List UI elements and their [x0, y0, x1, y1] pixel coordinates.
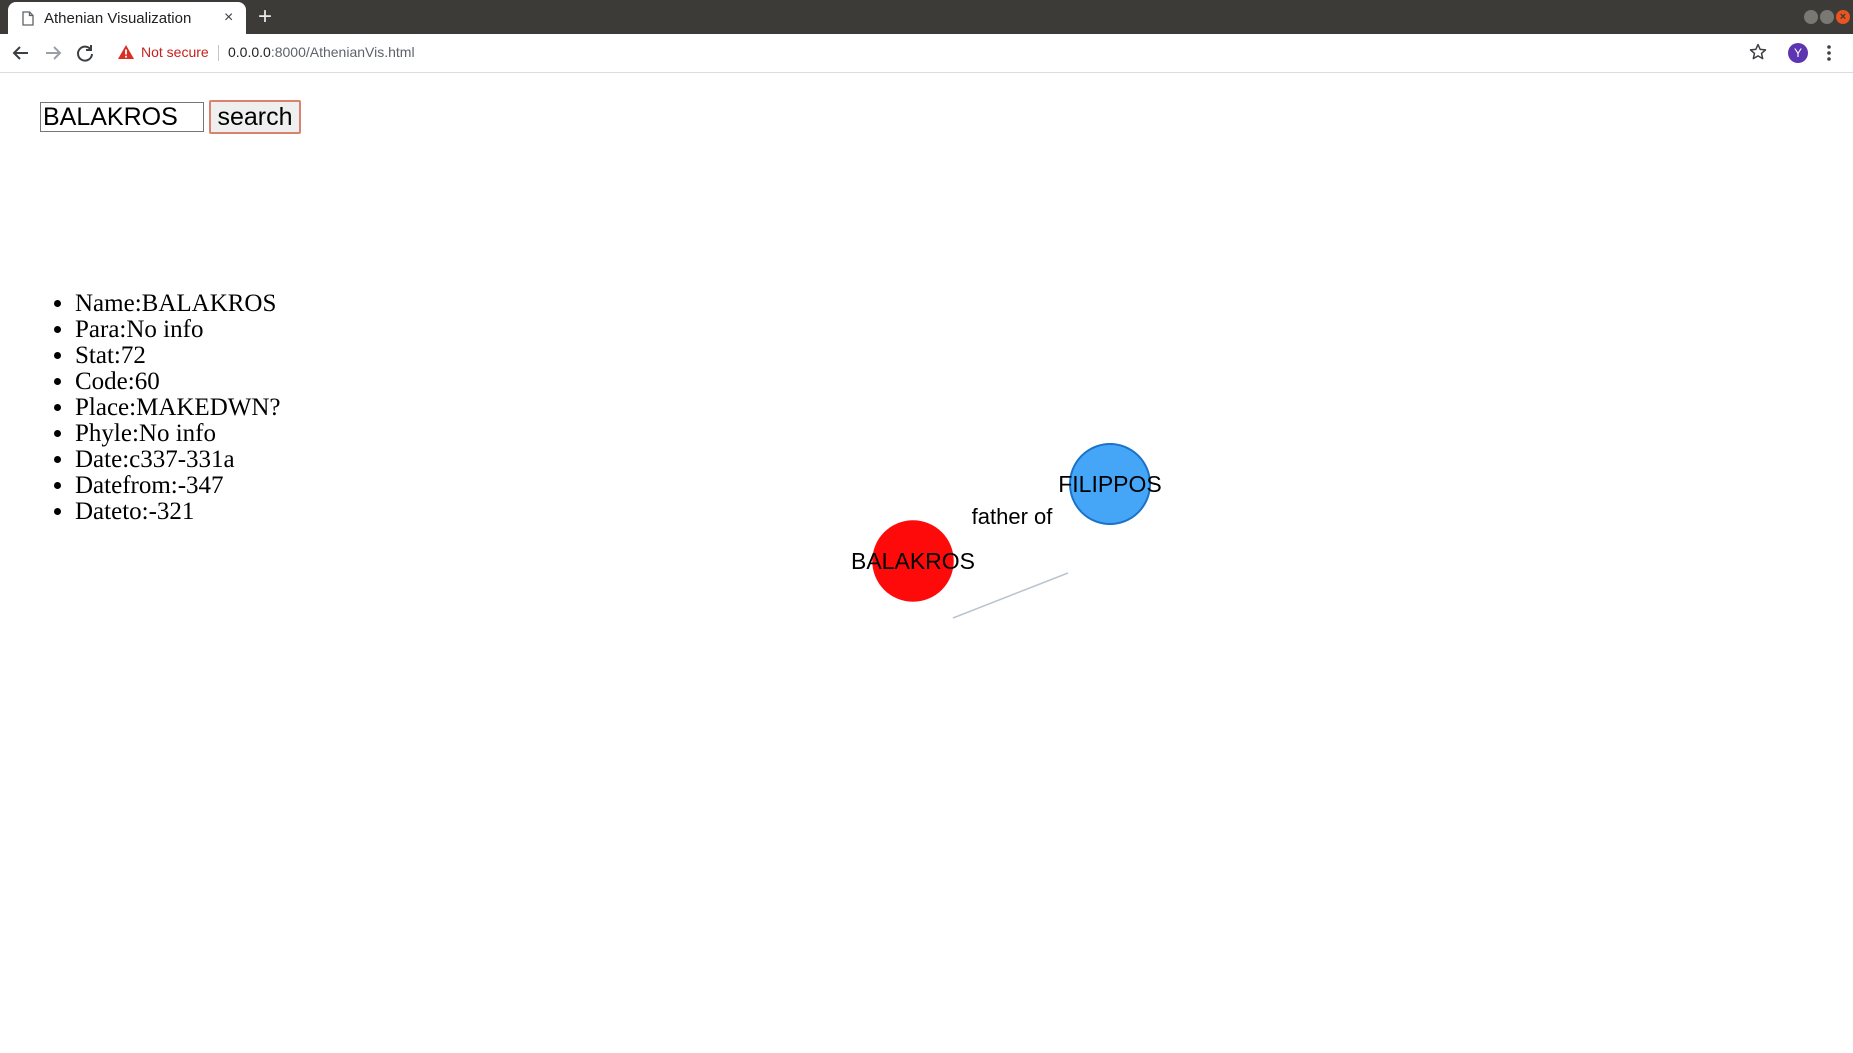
back-arrow-icon[interactable] [10, 42, 32, 64]
graph-edge [952, 572, 1069, 619]
info-name: Name:BALAKROS [75, 291, 281, 317]
close-tab-icon[interactable]: × [224, 9, 234, 26]
relationship-graph: father of BALAKROS FILIPPOS [851, 443, 1162, 619]
maximize-window-icon[interactable] [1820, 10, 1834, 24]
info-phyle: Phyle:No info [75, 421, 281, 447]
edge-label: father of [972, 504, 1054, 529]
page-icon [22, 11, 34, 31]
divider [218, 45, 219, 61]
more-menu-icon[interactable] [1826, 43, 1832, 68]
search-button[interactable]: search [209, 100, 301, 134]
forward-arrow-icon[interactable] [42, 42, 64, 64]
tab-title: Athenian Visualization [44, 10, 192, 27]
bookmark-star-icon[interactable] [1748, 42, 1768, 67]
node-balakros[interactable] [872, 520, 954, 602]
minimize-window-icon[interactable] [1804, 10, 1818, 24]
reload-icon[interactable] [74, 42, 96, 64]
info-para: Para:No info [75, 317, 281, 343]
info-stat: Stat:72 [75, 343, 281, 369]
browser-tab[interactable]: Athenian Visualization × [8, 2, 246, 34]
browser-tab-strip: Athenian Visualization × + × [0, 0, 1853, 34]
page-content: search Name:BALAKROS Para:No info Stat:7… [0, 73, 1853, 1053]
url-path: :8000/AthenianVis.html [270, 44, 415, 60]
warning-icon[interactable] [117, 44, 135, 65]
new-tab-icon[interactable]: + [258, 3, 273, 30]
info-code: Code:60 [75, 369, 281, 395]
node-filippos[interactable] [1069, 443, 1151, 525]
info-dateto: Dateto:-321 [75, 499, 281, 525]
url-host: 0.0.0.0 [228, 44, 271, 60]
profile-avatar[interactable]: Y [1788, 43, 1808, 63]
person-info-list: Name:BALAKROS Para:No info Stat:72 Code:… [75, 291, 281, 525]
address-bar[interactable]: 0.0.0.0:8000/AthenianVis.html [228, 44, 415, 60]
security-status[interactable]: Not secure [141, 44, 209, 60]
info-date: Date:c337-331a [75, 447, 281, 473]
close-window-icon[interactable]: × [1836, 10, 1850, 24]
info-datefrom: Datefrom:-347 [75, 473, 281, 499]
node-label-balakros: BALAKROS [851, 548, 975, 574]
node-label-filippos: FILIPPOS [1058, 471, 1162, 497]
browser-toolbar: Not secure 0.0.0.0:8000/AthenianVis.html… [0, 34, 1853, 73]
info-place: Place:MAKEDWN? [75, 395, 281, 421]
search-input[interactable] [40, 102, 204, 132]
